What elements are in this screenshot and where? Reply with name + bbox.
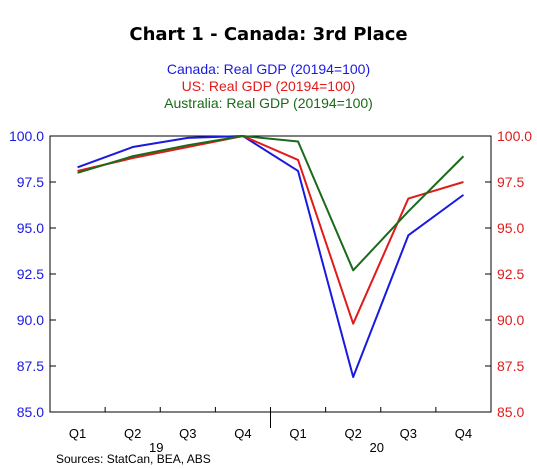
x-tick-label: Q3 [179, 426, 196, 441]
x-year-label: 20 [370, 440, 384, 455]
y-tick-label-right: 100.0 [497, 128, 532, 144]
source-note: Sources: StatCan, BEA, ABS [56, 452, 211, 466]
y-tick-label-right: 90.0 [497, 312, 524, 328]
y-tick-label-left: 90.0 [17, 312, 44, 328]
x-tick-label: Q2 [124, 426, 141, 441]
y-tick-label-right: 85.0 [497, 404, 524, 420]
y-tick-label-right: 97.5 [497, 174, 524, 190]
x-tick-label: Q4 [234, 426, 251, 441]
legend-entry-canada: Canada: Real GDP (20194=100) [166, 61, 371, 77]
y-tick-label-left: 95.0 [17, 220, 44, 236]
x-tick-label: Q4 [455, 426, 472, 441]
chart-title: Chart 1 - Canada: 3rd Place [129, 24, 408, 45]
x-tick-label: Q3 [400, 426, 417, 441]
y-tick-label-right: 95.0 [497, 220, 524, 236]
plot-frame [49, 135, 492, 413]
series-line-2 [77, 135, 465, 272]
y-tick-label-left: 92.5 [17, 266, 44, 282]
legend-entry-australia: Australia: Real GDP (20194=100) [164, 95, 373, 111]
x-year-label: 19 [149, 440, 163, 455]
legend-entry-us: US: Real GDP (20194=100) [181, 78, 356, 94]
series-line-0 [77, 135, 465, 379]
y-tick-label-left: 100.0 [9, 128, 44, 144]
x-tick-label: Q1 [289, 426, 306, 441]
x-tick-label: Q1 [69, 426, 86, 441]
y-tick-label-right: 92.5 [497, 266, 524, 282]
y-tick-label-left: 85.0 [17, 404, 44, 420]
y-tick-label-left: 87.5 [17, 358, 44, 374]
x-tick-label: Q2 [345, 426, 362, 441]
y-tick-label-right: 87.5 [497, 358, 524, 374]
series-line-1 [77, 135, 464, 325]
y-tick-label-left: 97.5 [17, 174, 44, 190]
